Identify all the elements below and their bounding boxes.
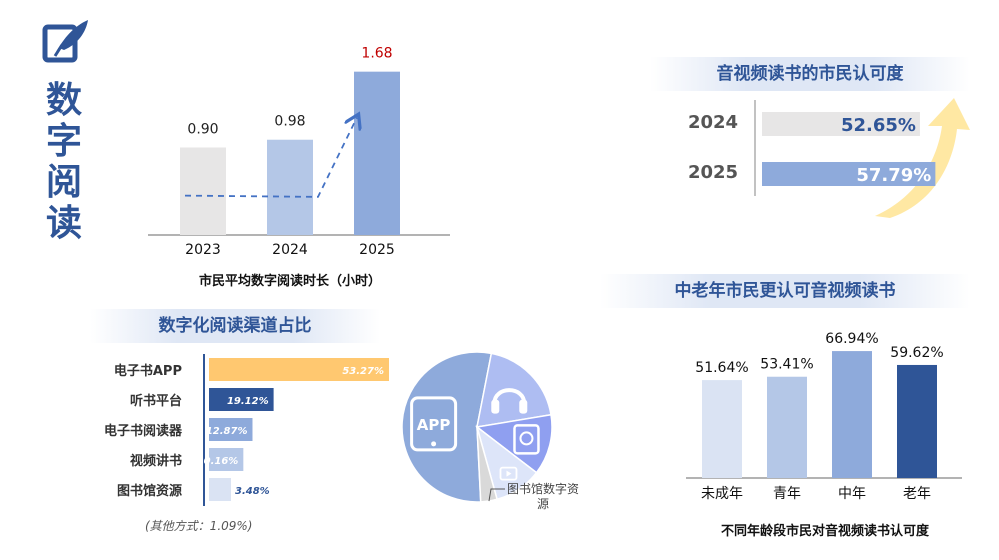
duration-bar	[180, 147, 226, 235]
recognition-bar	[762, 112, 920, 136]
age-heading: 中老年市民更认可音视频读书	[674, 281, 896, 301]
headphones-band	[492, 388, 527, 404]
pie-callout-label: 图书馆数字资源	[507, 481, 579, 510]
duration-tick-label: 2025	[359, 242, 395, 258]
recognition-chart: 2024 52.65% 2025 57.79%	[688, 98, 970, 218]
duration-chart-caption: 市民平均数字阅读时长（小时）	[198, 274, 381, 289]
recognition-value-label: 57.79%	[856, 165, 931, 186]
video-play	[506, 470, 512, 477]
duration-value-label: 0.90	[187, 122, 218, 138]
recognition-bar	[762, 162, 936, 186]
age-chart: 51.64% 未成年 53.41% 青年 66.94% 中年 59.62% 老年	[686, 331, 962, 502]
age-bar	[832, 351, 872, 478]
quill-note-icon	[42, 20, 88, 63]
pie-slice	[401, 351, 493, 503]
age-bar	[897, 364, 937, 478]
tablet-button	[431, 441, 437, 447]
tablet-frame	[410, 396, 458, 452]
pie-slice-label: APP	[417, 416, 451, 434]
age-bar	[702, 380, 742, 478]
channels-value-label: 12.87%	[206, 426, 248, 437]
channels-category-label: 电子书APP	[114, 363, 182, 379]
age-tick-label: 青年	[773, 486, 801, 502]
pie-callout-line	[488, 488, 505, 502]
channels-heading-band: 数字化阅读渠道占比	[90, 309, 380, 343]
duration-value-label: 1.68	[361, 46, 392, 62]
pie-callout-line2: 源	[537, 497, 549, 510]
channels-chart: 电子书APP 53.27% 听书平台 19.12% 电子书阅读器 12.87% 视频讲书 10…	[104, 354, 389, 506]
recognition-year-label: 2025	[688, 162, 738, 183]
channels-value-label: 19.12%	[227, 396, 269, 407]
age-value-label: 59.62%	[890, 345, 943, 361]
ereader-frame	[513, 424, 540, 455]
video-icon	[499, 466, 518, 481]
channels-category-label: 图书馆资源	[117, 483, 182, 499]
channels-bar	[209, 418, 253, 441]
headphones-left	[491, 399, 500, 414]
page-title: 数字阅读	[45, 80, 82, 244]
channels-category-label: 视频讲书	[130, 453, 182, 469]
decor-arrow-icon	[875, 98, 970, 218]
channels-category-label: 听书平台	[130, 393, 182, 409]
age-chart-caption: 不同年龄段市民对音视频读书认可度	[720, 524, 929, 539]
tablet-icon	[410, 396, 458, 452]
ereader-e-mark	[519, 431, 534, 446]
channels-bar	[209, 448, 244, 471]
video-frame	[499, 466, 518, 481]
duration-tick-label: 2024	[272, 242, 308, 258]
age-tick-label: 老年	[903, 486, 931, 502]
headphones-right	[519, 399, 528, 414]
duration-bar	[267, 139, 313, 235]
ereader-icon	[513, 424, 540, 455]
recognition-heading-band: 音视频读书的市民认可度	[650, 57, 970, 91]
channels-value-label: 3.48%	[235, 486, 270, 497]
age-tick-label: 中年	[838, 486, 866, 502]
channels-bar	[209, 358, 389, 381]
recognition-heading: 音视频读书的市民认可度	[716, 64, 904, 84]
channels-pie-chart: APP 图书馆数字资源	[401, 351, 579, 510]
age-bar	[767, 376, 807, 478]
recognition-year-label: 2024	[688, 112, 738, 133]
channels-bar	[209, 388, 274, 411]
age-value-label: 51.64%	[695, 360, 748, 376]
duration-value-label: 0.98	[274, 114, 305, 130]
channels-value-label: 10.16%	[197, 456, 239, 467]
age-value-label: 53.41%	[760, 357, 813, 373]
channels-value-label: 53.27%	[342, 366, 384, 377]
page-title-block: 数字阅读	[38, 18, 90, 244]
age-tick-label: 未成年	[701, 486, 743, 502]
channels-category-label: 电子书阅读器	[104, 423, 183, 439]
age-value-label: 66.94%	[825, 331, 878, 347]
pie-callout-line1: 图书馆数字资	[507, 481, 579, 496]
channels-bar	[209, 478, 231, 501]
duration-tick-label: 2023	[185, 242, 221, 258]
duration-bar	[354, 71, 400, 235]
duration-chart: 0.90 2023 0.98 2024 1.68 2025	[148, 46, 450, 258]
headphones-icon	[491, 388, 528, 414]
age-heading-band: 中老年市民更认可音视频读书	[600, 274, 970, 308]
trend-arrow	[184, 117, 357, 198]
recognition-value-label: 52.65%	[841, 115, 916, 136]
channels-footnote: (其他方式：1.09%)	[145, 519, 253, 533]
channels-heading: 数字化阅读渠道占比	[158, 316, 312, 336]
